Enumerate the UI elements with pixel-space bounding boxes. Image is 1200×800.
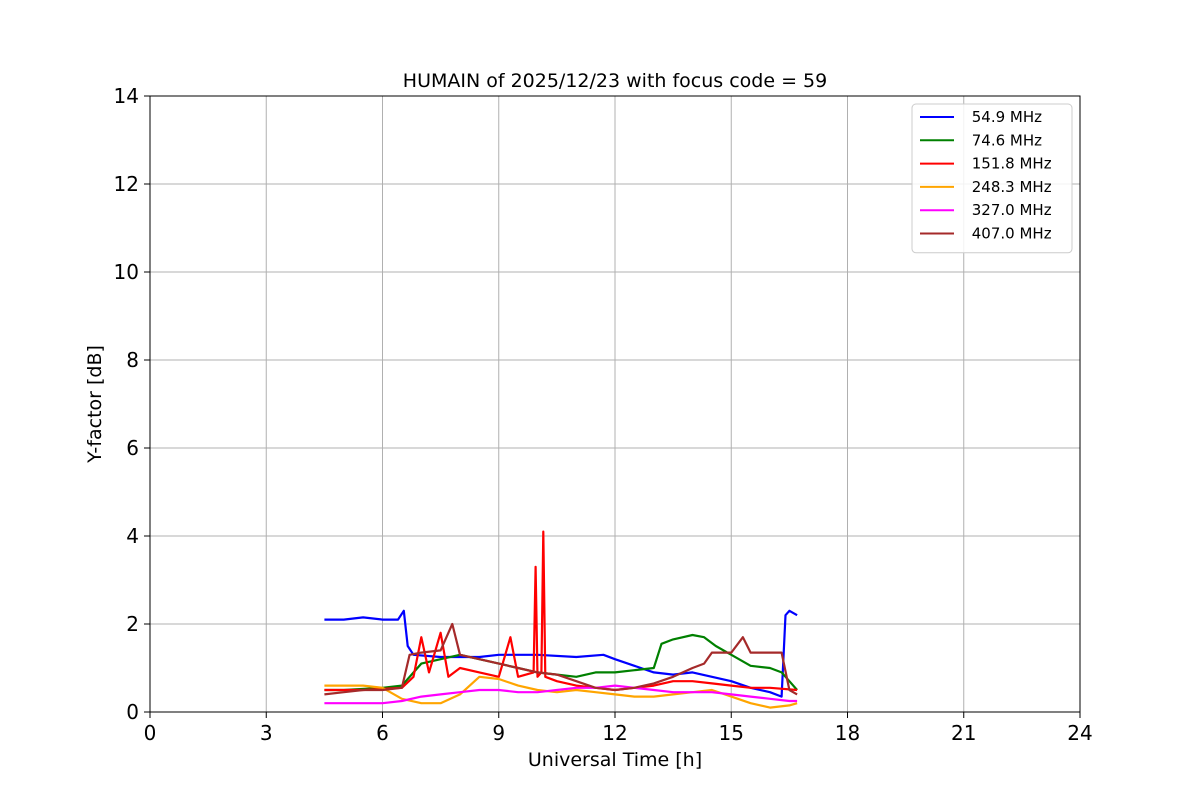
x-tick-label: 9 xyxy=(492,721,505,745)
y-tick-label: 0 xyxy=(126,700,139,724)
series-layer xyxy=(324,530,798,709)
series-line-1 xyxy=(324,633,798,692)
legend-label: 327.0 MHz xyxy=(967,201,1052,219)
y-tick-label: 10 xyxy=(114,260,139,284)
chart-title: HUMAIN of 2025/12/23 with focus code = 5… xyxy=(403,70,827,92)
x-axis-label: Universal Time [h] xyxy=(528,749,702,771)
x-tick-label: 18 xyxy=(835,721,860,745)
y-tick-label: 6 xyxy=(126,436,139,460)
x-tick-label: 6 xyxy=(376,721,389,745)
x-tick-label: 24 xyxy=(1067,721,1092,745)
y-tick-label: 12 xyxy=(114,172,139,196)
legend-label: 407.0 MHz xyxy=(967,225,1052,243)
series-line-0 xyxy=(324,609,798,698)
series-line-4 xyxy=(324,684,798,705)
y-tick-label: 4 xyxy=(126,524,139,548)
series-line-3 xyxy=(324,675,798,709)
legend-label: 248.3 MHz xyxy=(967,178,1052,196)
legend: 54.9 MHz 74.6 MHz 151.8 MHz 248.3 MHz 32… xyxy=(911,103,1073,254)
legend-label: 54.9 MHz xyxy=(967,108,1042,126)
x-tick-label: 0 xyxy=(144,721,157,745)
y-axis-label: Y-factor [dB] xyxy=(84,345,106,464)
y-tick-label: 8 xyxy=(126,348,139,372)
legend-label: 151.8 MHz xyxy=(967,155,1052,173)
x-tick-label: 15 xyxy=(719,721,744,745)
x-tick-label: 21 xyxy=(951,721,976,745)
legend-label: 74.6 MHz xyxy=(967,131,1042,149)
x-tick-label: 3 xyxy=(260,721,273,745)
y-tick-label: 14 xyxy=(114,84,139,108)
x-tick-label: 12 xyxy=(602,721,627,745)
series-line-5 xyxy=(324,622,798,696)
series-line-2 xyxy=(324,530,798,692)
y-tick-label: 2 xyxy=(126,612,139,636)
